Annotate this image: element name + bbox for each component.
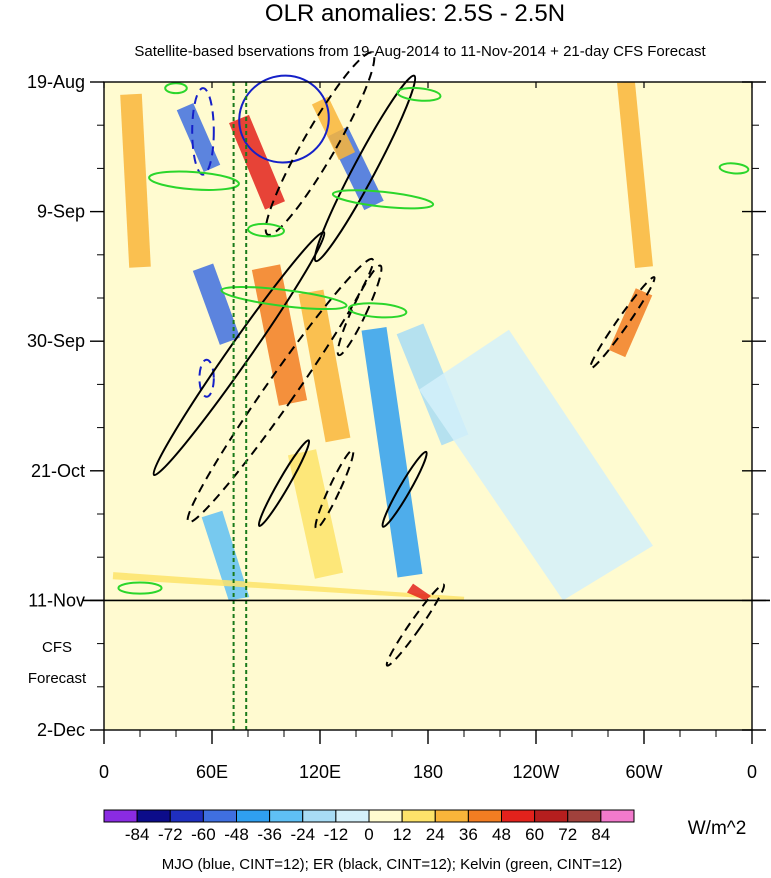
colorbar-label-7: 0 <box>364 825 373 844</box>
colorbar-swatch-0 <box>103 809 138 823</box>
colorbar-swatch-7 <box>335 809 370 823</box>
chart-title: OLR anomalies: 2.5S - 2.5N <box>265 0 565 27</box>
colorbar-label-5: -24 <box>290 825 315 844</box>
colorbar-label-8: 12 <box>393 825 412 844</box>
cfs-label: CFS <box>42 639 72 656</box>
anomaly-band-12 <box>617 82 653 269</box>
colorbar-label-11: 48 <box>492 825 511 844</box>
x-tick-label-6: 0 <box>747 762 757 782</box>
anomaly-band-14 <box>112 572 465 601</box>
colorbar-swatch-4 <box>236 809 271 823</box>
colorbar-swatch-11 <box>467 809 502 823</box>
colorbar-label-1: -72 <box>158 825 183 844</box>
kelvin-contour-6 <box>718 162 750 175</box>
wave-contours <box>117 51 750 667</box>
y-tick-label-1: 9-Sep <box>37 202 85 222</box>
er-contour-9 <box>589 276 656 370</box>
colorbar-label-0: -84 <box>125 825 150 844</box>
colorbar-swatch-1 <box>136 809 171 823</box>
er-contour-6 <box>314 449 355 530</box>
anomaly-band-1 <box>176 103 221 173</box>
x-tick-label-1: 60E <box>196 762 228 782</box>
anomaly-band-4 <box>311 96 356 160</box>
colorbar-label-14: 84 <box>591 825 610 844</box>
reference-lines <box>232 82 248 730</box>
y-tick-label-0: 19-Aug <box>27 72 85 92</box>
colorbar-label-13: 72 <box>558 825 577 844</box>
plot-area: 0 60E 120E 180 120W 60W 0 19-Aug 9-Sep 30-Sep 21-O… <box>27 51 770 782</box>
anomaly-band-11 <box>201 510 250 601</box>
contour-footnote: MJO (blue, CINT=12); ER (black, CINT=12)… <box>162 856 623 873</box>
colorbar-swatch-6 <box>302 809 337 823</box>
colorbar-swatch-5 <box>269 809 304 823</box>
y-tick-label-4: 11-Nov <box>28 590 85 610</box>
colorbar-label-10: 36 <box>459 825 478 844</box>
colorbar-label-12: 60 <box>525 825 544 844</box>
colorbar-swatch-9 <box>401 809 436 823</box>
er-contour-4 <box>336 264 383 357</box>
anomaly-band-10 <box>287 449 344 579</box>
y-tick-label-3: 21-Oct <box>31 461 85 481</box>
kelvin-contour-7 <box>164 82 188 95</box>
anomaly-band-5 <box>192 263 241 345</box>
x-tick-label-3: 180 <box>413 762 443 782</box>
colorbar-swatch-13 <box>534 809 569 823</box>
colorbar: -84 -72 -60 -48 -36 -24 -12 0 12 24 36 48 60 72 84 <box>103 809 635 844</box>
er-contour-1 <box>313 74 417 263</box>
kelvin-contour-3 <box>347 302 408 319</box>
kelvin-contour-5 <box>396 86 442 102</box>
colorbar-swatch-2 <box>169 809 204 823</box>
anomaly-band-8 <box>361 327 423 578</box>
x-tick-label-2: 120E <box>299 762 341 782</box>
colorbar-swatch-3 <box>202 809 237 823</box>
colorbar-label-3: -48 <box>224 825 249 844</box>
anomaly-band-16 <box>419 329 653 601</box>
colorbar-label-4: -36 <box>257 825 282 844</box>
forecast-region <box>104 600 752 730</box>
er-contour-0 <box>264 51 376 236</box>
kelvin-contour-4 <box>247 222 285 238</box>
mjo-contour-2 <box>198 358 215 398</box>
er-contour-7 <box>381 450 428 528</box>
y-tick-label-2: 30-Sep <box>27 331 85 351</box>
er-contour-8 <box>385 583 446 667</box>
axes: 0 60E 120E 180 120W 60W 0 19-Aug 9-Sep 30-Sep 21-O… <box>27 72 766 782</box>
y-tick-label-5: 2-Dec <box>37 720 85 740</box>
anomaly-band-15 <box>406 583 432 601</box>
x-tick-label-0: 0 <box>99 762 109 782</box>
kelvin-contour-1 <box>331 189 435 210</box>
kelvin-contour-8 <box>117 581 163 595</box>
kelvin-contour-2 <box>220 285 348 311</box>
anomaly-band-7 <box>298 289 351 443</box>
er-contour-2 <box>152 231 326 477</box>
colorbar-unit: W/m^2 <box>688 818 747 839</box>
colorbar-swatch-15 <box>600 809 635 823</box>
x-tick-label-5: 60W <box>625 762 662 782</box>
er-contour-3 <box>186 257 375 524</box>
colorbar-swatch-14 <box>567 809 602 823</box>
colorbar-swatch-8 <box>368 809 403 823</box>
anomaly-band-0 <box>120 93 151 268</box>
chart-subtitle: Satellite-based bservations from 19-Aug-… <box>134 43 706 60</box>
er-contour-5 <box>257 439 311 527</box>
mjo-contour-0 <box>238 74 330 164</box>
colorbar-label-9: 24 <box>426 825 445 844</box>
colorbar-label-6: -12 <box>324 825 349 844</box>
colorbar-swatch-12 <box>501 809 536 823</box>
colorbar-label-2: -60 <box>191 825 216 844</box>
forecast-label: Forecast <box>28 670 87 687</box>
x-tick-label-4: 120W <box>512 762 559 782</box>
mjo-contour-1 <box>191 87 215 176</box>
kelvin-contour-0 <box>148 170 240 191</box>
colorbar-swatch-10 <box>434 809 469 823</box>
